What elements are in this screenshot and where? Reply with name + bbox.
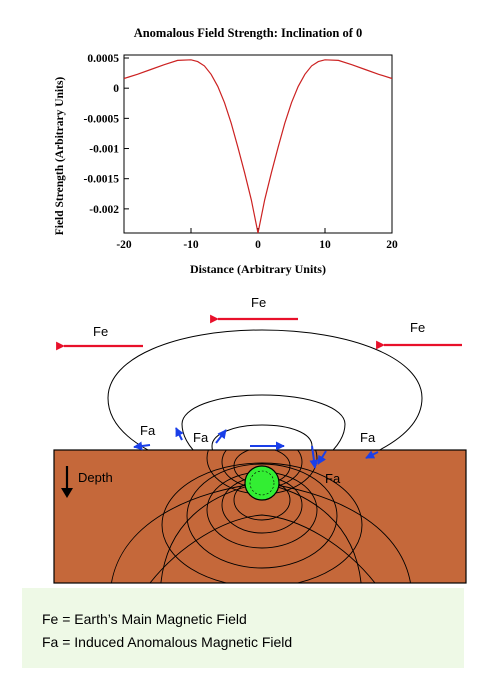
depth-label: Depth — [78, 470, 113, 485]
legend-box — [22, 588, 464, 668]
magnetic-field-diagram: Fe Fe Fe Fa Fa Fa Fa Depth — [53, 295, 467, 584]
y-tick-label: 0.0005 — [87, 53, 119, 65]
earth-field-arrows — [56, 314, 462, 351]
anomalous-field-arrows — [133, 427, 379, 469]
fe-label-top: Fe — [251, 295, 266, 310]
anomalous-field-chart: -20 -10 0 10 20 0.0005 0 -0.0005 -0.001 -0.0015 -0… — [84, 53, 398, 251]
fe-label-right: Fe — [410, 320, 425, 335]
chart-x-axis-label: Distance (Arbitrary Units) — [190, 262, 326, 276]
y-tick-label: -0.0015 — [84, 174, 120, 186]
y-tick-label: -0.001 — [89, 144, 119, 156]
x-tick-label: 0 — [255, 239, 261, 251]
legend-fa: Fa = Induced Anomalous Magnetic Field — [42, 634, 293, 650]
x-tick-label: 10 — [319, 239, 331, 251]
field-strength-curve — [123, 59, 393, 234]
field-lines-above — [107, 329, 423, 450]
legend-fe: Fe = Earth’s Main Magnetic Field — [42, 611, 247, 627]
x-tick-label: -20 — [116, 239, 132, 251]
fe-label-left: Fe — [93, 324, 108, 339]
depth-arrow-icon — [61, 466, 73, 498]
chart-title: Anomalous Field Strength: Inclination of… — [133, 26, 363, 40]
fa-label-1: Fa — [140, 423, 156, 438]
y-tick-label: -0.002 — [89, 204, 119, 216]
fa-label-4: Fa — [325, 471, 341, 486]
fa-label-3: Fa — [360, 430, 376, 445]
fa-label-2: Fa — [193, 430, 209, 445]
y-tick-label: -0.0005 — [84, 113, 120, 125]
x-tick-label: -10 — [183, 239, 199, 251]
y-tick-label: 0 — [113, 83, 119, 95]
x-tick-label: 20 — [386, 239, 398, 251]
